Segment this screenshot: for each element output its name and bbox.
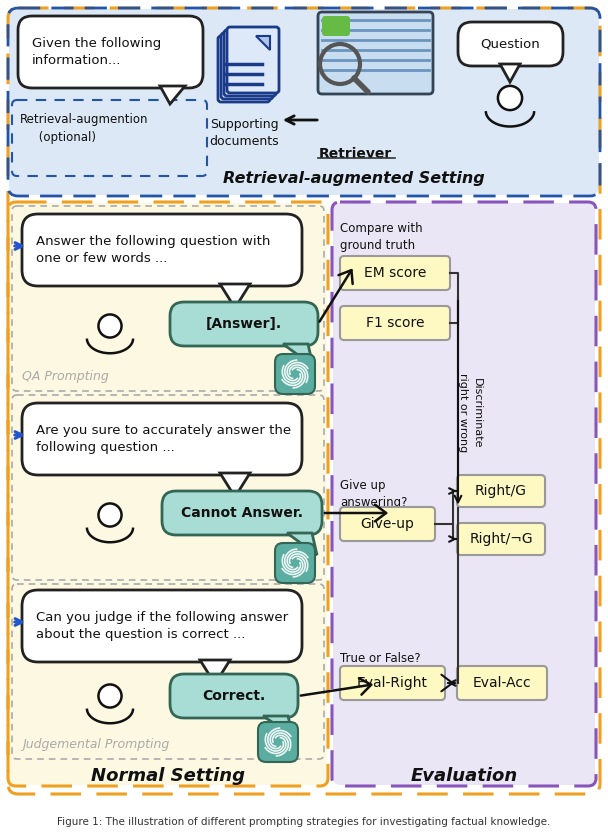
Text: Discriminate
right or wrong: Discriminate right or wrong (458, 374, 482, 452)
FancyBboxPatch shape (457, 666, 547, 700)
Polygon shape (200, 660, 230, 684)
FancyBboxPatch shape (18, 16, 203, 88)
Text: Retrieval-augmented Setting: Retrieval-augmented Setting (223, 171, 485, 186)
FancyBboxPatch shape (22, 214, 302, 286)
Text: Right/¬G: Right/¬G (469, 532, 533, 546)
FancyBboxPatch shape (170, 302, 318, 346)
Circle shape (498, 86, 522, 110)
Polygon shape (220, 473, 250, 497)
Text: Answer the following question with
one or few words ...: Answer the following question with one o… (36, 235, 271, 265)
Text: Cannot Answer.: Cannot Answer. (181, 506, 303, 520)
Text: Figure 1: The illustration of different prompting strategies for investigating f: Figure 1: The illustration of different … (57, 817, 551, 827)
Text: Give up
answering?: Give up answering? (340, 479, 407, 509)
Text: F1 score: F1 score (366, 316, 424, 330)
Text: Retriever: Retriever (319, 147, 392, 161)
FancyBboxPatch shape (275, 354, 315, 394)
Text: Normal Setting: Normal Setting (91, 767, 245, 785)
Polygon shape (160, 86, 185, 104)
Circle shape (98, 314, 122, 338)
Polygon shape (287, 533, 317, 555)
FancyBboxPatch shape (340, 306, 450, 340)
Text: Given the following
information...: Given the following information... (32, 37, 161, 67)
Text: True or False?: True or False? (340, 652, 421, 665)
FancyBboxPatch shape (162, 491, 322, 535)
Text: Give-up: Give-up (361, 517, 415, 531)
Text: [Answer].: [Answer]. (206, 317, 282, 331)
Text: Can you judge if the following answer
about the question is correct ...: Can you judge if the following answer ab… (36, 611, 288, 641)
Text: Supporting
documents: Supporting documents (209, 118, 279, 148)
Text: Right/G: Right/G (475, 484, 527, 498)
Text: Evaluation: Evaluation (410, 767, 517, 785)
FancyBboxPatch shape (221, 33, 273, 99)
Text: Eval-Right: Eval-Right (357, 676, 428, 690)
Text: Compare with
ground truth: Compare with ground truth (340, 222, 423, 252)
FancyBboxPatch shape (340, 507, 435, 541)
FancyBboxPatch shape (22, 403, 302, 475)
FancyBboxPatch shape (227, 27, 279, 93)
Text: Question: Question (481, 38, 541, 50)
Text: Correct.: Correct. (202, 689, 266, 703)
FancyBboxPatch shape (224, 30, 276, 96)
Text: Judgemental Prompting: Judgemental Prompting (22, 738, 169, 751)
FancyBboxPatch shape (333, 203, 595, 785)
Polygon shape (283, 344, 313, 366)
Polygon shape (220, 284, 250, 308)
FancyBboxPatch shape (9, 203, 327, 785)
FancyBboxPatch shape (322, 16, 350, 36)
Text: Retrieval-augmention
     (optional): Retrieval-augmention (optional) (20, 113, 148, 144)
Text: Are you sure to accurately answer the
following question ...: Are you sure to accurately answer the fo… (36, 424, 291, 454)
FancyBboxPatch shape (9, 9, 599, 195)
Polygon shape (263, 716, 293, 736)
FancyBboxPatch shape (318, 12, 433, 94)
Polygon shape (256, 36, 270, 50)
FancyBboxPatch shape (170, 674, 298, 718)
FancyBboxPatch shape (340, 256, 450, 290)
Text: QA Prompting: QA Prompting (22, 370, 109, 383)
FancyBboxPatch shape (22, 590, 302, 662)
FancyBboxPatch shape (258, 722, 298, 762)
Text: EM score: EM score (364, 266, 426, 280)
FancyBboxPatch shape (457, 475, 545, 507)
Circle shape (98, 685, 122, 707)
Circle shape (98, 503, 122, 527)
FancyBboxPatch shape (218, 36, 270, 102)
Polygon shape (500, 64, 520, 82)
Text: Eval-Acc: Eval-Acc (472, 676, 531, 690)
FancyBboxPatch shape (340, 666, 445, 700)
FancyBboxPatch shape (458, 22, 563, 66)
FancyBboxPatch shape (275, 543, 315, 583)
FancyBboxPatch shape (457, 523, 545, 555)
